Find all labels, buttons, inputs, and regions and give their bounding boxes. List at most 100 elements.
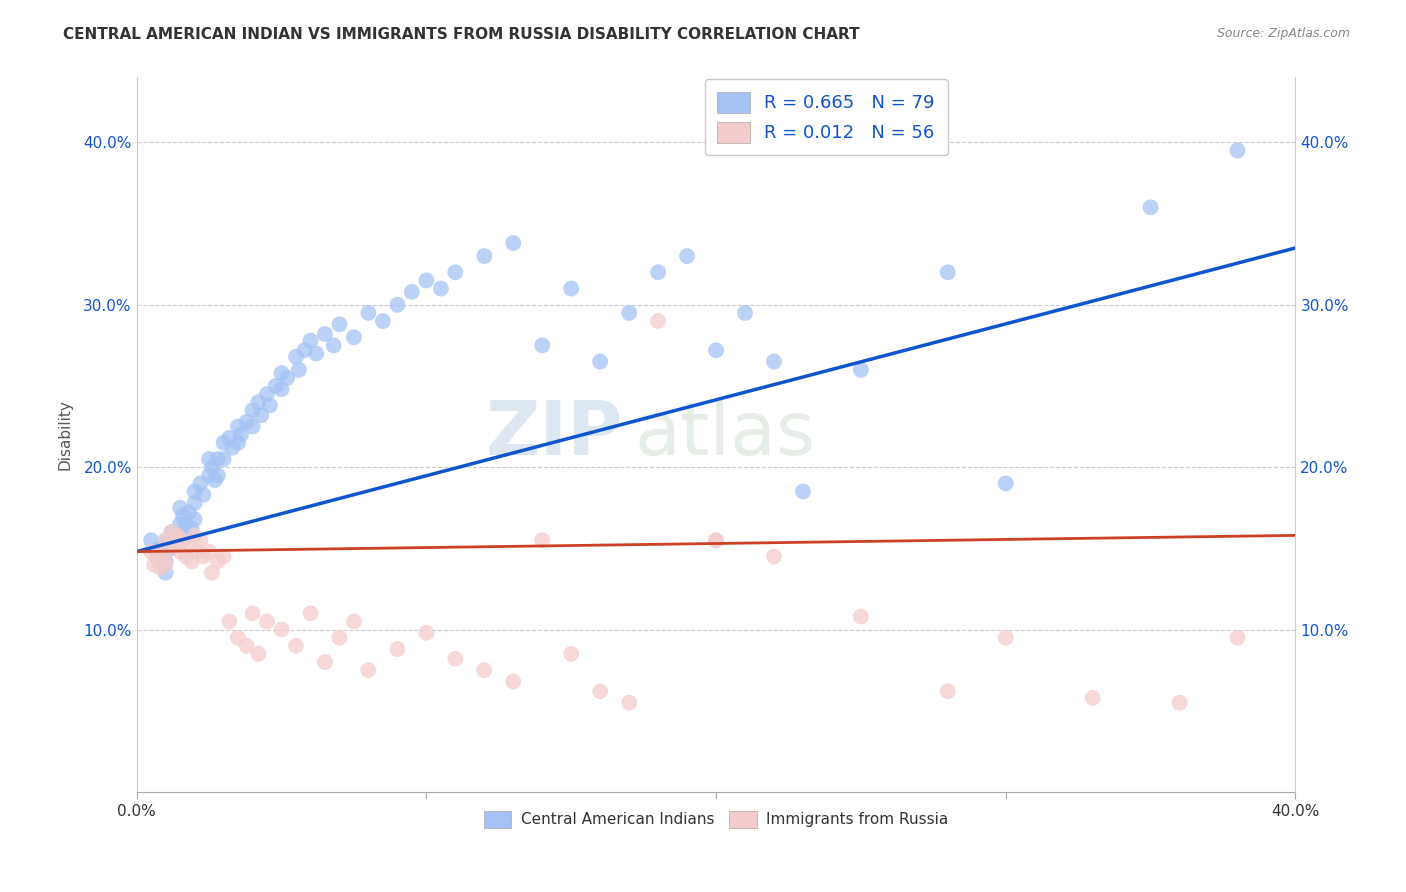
Central American Indians	[936, 265, 959, 279]
Immigrants from Russia	[242, 607, 264, 621]
Immigrants from Russia	[247, 647, 270, 661]
Immigrants from Russia	[207, 554, 229, 568]
Immigrants from Russia	[472, 663, 495, 677]
Immigrants from Russia	[166, 528, 188, 542]
Central American Indians	[160, 525, 183, 540]
Central American Indians	[647, 265, 669, 279]
Central American Indians	[229, 427, 252, 442]
Immigrants from Russia	[139, 544, 162, 558]
Immigrants from Russia	[256, 615, 278, 629]
Immigrants from Russia	[149, 561, 172, 575]
Immigrants from Russia	[1081, 690, 1104, 705]
Immigrants from Russia	[183, 528, 205, 542]
Central American Indians	[472, 249, 495, 263]
Central American Indians	[183, 496, 205, 510]
Central American Indians	[270, 382, 292, 396]
Text: ZIP: ZIP	[486, 398, 623, 471]
Central American Indians	[207, 468, 229, 483]
Central American Indians	[328, 318, 350, 332]
Central American Indians	[294, 343, 316, 358]
Central American Indians	[204, 473, 226, 487]
Central American Indians	[198, 468, 221, 483]
Central American Indians	[183, 484, 205, 499]
Central American Indians	[198, 452, 221, 467]
Central American Indians	[146, 549, 169, 564]
Central American Indians	[155, 544, 177, 558]
Central American Indians	[250, 408, 273, 422]
Immigrants from Russia	[160, 525, 183, 540]
Immigrants from Russia	[531, 533, 554, 548]
Central American Indians	[226, 419, 249, 434]
Immigrants from Russia	[201, 566, 224, 580]
Central American Indians	[401, 285, 423, 299]
Central American Indians	[444, 265, 467, 279]
Central American Indians	[792, 484, 814, 499]
Central American Indians	[256, 387, 278, 401]
Central American Indians	[149, 541, 172, 556]
Text: atlas: atlas	[636, 398, 815, 471]
Immigrants from Russia	[357, 663, 380, 677]
Immigrants from Russia	[387, 642, 409, 657]
Central American Indians	[235, 415, 257, 429]
Central American Indians	[502, 236, 524, 251]
Immigrants from Russia	[617, 696, 640, 710]
Central American Indians	[193, 488, 215, 502]
Central American Indians	[155, 566, 177, 580]
Central American Indians	[172, 508, 194, 523]
Immigrants from Russia	[502, 674, 524, 689]
Immigrants from Russia	[285, 639, 308, 653]
Immigrants from Russia	[186, 544, 208, 558]
Immigrants from Russia	[190, 533, 212, 548]
Central American Indians	[174, 516, 197, 531]
Central American Indians	[371, 314, 394, 328]
Y-axis label: Disability: Disability	[58, 400, 72, 470]
Central American Indians	[285, 350, 308, 364]
Central American Indians	[531, 338, 554, 352]
Immigrants from Russia	[155, 558, 177, 572]
Central American Indians	[343, 330, 366, 344]
Immigrants from Russia	[198, 544, 221, 558]
Central American Indians	[155, 554, 177, 568]
Central American Indians	[314, 326, 336, 341]
Central American Indians	[288, 363, 311, 377]
Immigrants from Russia	[174, 549, 197, 564]
Central American Indians	[589, 354, 612, 368]
Immigrants from Russia	[299, 607, 322, 621]
Central American Indians	[676, 249, 699, 263]
Central American Indians	[207, 452, 229, 467]
Central American Indians	[247, 395, 270, 409]
Central American Indians	[226, 435, 249, 450]
Immigrants from Russia	[936, 684, 959, 698]
Immigrants from Russia	[163, 538, 186, 552]
Central American Indians	[357, 306, 380, 320]
Immigrants from Russia	[155, 544, 177, 558]
Central American Indians	[704, 343, 727, 358]
Immigrants from Russia	[1226, 631, 1249, 645]
Central American Indians	[299, 334, 322, 348]
Central American Indians	[221, 441, 243, 455]
Central American Indians	[183, 512, 205, 526]
Immigrants from Russia	[444, 652, 467, 666]
Central American Indians	[242, 403, 264, 417]
Central American Indians	[172, 528, 194, 542]
Central American Indians	[415, 273, 437, 287]
Immigrants from Russia	[849, 609, 872, 624]
Central American Indians	[994, 476, 1017, 491]
Central American Indians	[762, 354, 785, 368]
Central American Indians	[212, 435, 235, 450]
Immigrants from Russia	[146, 549, 169, 564]
Immigrants from Russia	[415, 625, 437, 640]
Immigrants from Russia	[235, 639, 257, 653]
Central American Indians	[139, 533, 162, 548]
Central American Indians	[1226, 144, 1249, 158]
Immigrants from Russia	[193, 549, 215, 564]
Central American Indians	[560, 281, 582, 295]
Immigrants from Russia	[560, 647, 582, 661]
Immigrants from Russia	[155, 533, 177, 548]
Immigrants from Russia	[172, 533, 194, 548]
Text: CENTRAL AMERICAN INDIAN VS IMMIGRANTS FROM RUSSIA DISABILITY CORRELATION CHART: CENTRAL AMERICAN INDIAN VS IMMIGRANTS FR…	[63, 27, 860, 42]
Immigrants from Russia	[762, 549, 785, 564]
Immigrants from Russia	[270, 623, 292, 637]
Central American Indians	[1139, 200, 1161, 214]
Immigrants from Russia	[226, 631, 249, 645]
